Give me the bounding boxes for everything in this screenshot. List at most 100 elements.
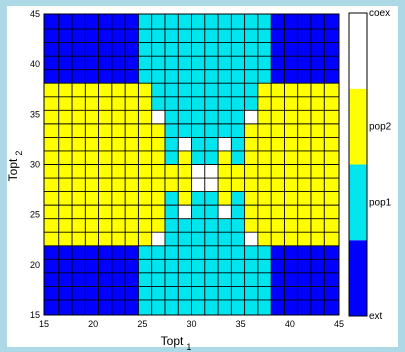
heatmap-cell	[324, 42, 339, 57]
heatmap-cell	[218, 164, 232, 179]
heatmap-cell	[125, 96, 139, 111]
heatmap-cell	[138, 272, 152, 287]
heatmap-cell	[284, 218, 298, 233]
heatmap-cell	[310, 286, 325, 300]
heatmap-cell	[178, 178, 192, 192]
heatmap-cell	[164, 218, 179, 233]
x-tick-label: 15	[39, 319, 49, 329]
heatmap-cell	[178, 42, 192, 57]
heatmap-cell	[204, 110, 219, 124]
heatmap-cell	[244, 299, 258, 315]
heatmap-cell	[297, 123, 311, 138]
heatmap-cell	[138, 110, 152, 124]
heatmap-cell	[98, 42, 112, 57]
heatmap-cell	[257, 96, 272, 111]
heatmap-cell	[138, 299, 152, 315]
heatmap-cell	[244, 164, 258, 179]
colorbar-frame	[348, 12, 368, 317]
heatmap-cell	[231, 137, 245, 151]
heatmap-cell	[125, 123, 139, 138]
heatmap-cell	[284, 286, 298, 300]
heatmap-cell	[178, 286, 192, 300]
heatmap-cell	[244, 83, 258, 97]
heatmap-cell	[204, 123, 219, 138]
heatmap-cell	[231, 178, 245, 192]
heatmap-cell	[324, 191, 339, 206]
heatmap-cell	[178, 110, 192, 124]
heatmap-cell	[85, 96, 99, 111]
heatmap-cell	[231, 14, 245, 30]
heatmap-cell	[178, 205, 192, 219]
heatmap-cell	[151, 286, 165, 300]
colorbar-segment	[349, 88, 367, 165]
heatmap-cell	[72, 164, 86, 179]
heatmap-cell	[231, 205, 245, 219]
heatmap-cell	[231, 56, 245, 70]
heatmap-cell	[111, 69, 126, 84]
heatmap-cell	[271, 56, 285, 70]
heatmap-cell	[44, 191, 59, 206]
heatmap-cell	[58, 69, 73, 84]
heatmap-cell	[218, 191, 232, 206]
heatmap-cell	[58, 150, 73, 165]
heatmap-cell	[111, 272, 126, 287]
heatmap-cell	[324, 96, 339, 111]
heatmap-cell	[164, 29, 179, 43]
heatmap-cell	[244, 150, 258, 165]
heatmap-cell	[218, 299, 232, 315]
tick-labels: 15 20 25 30 35 40 45 15 20 25 30 35 40 45	[30, 9, 344, 329]
heatmap-cell	[164, 150, 179, 165]
heatmap-cell	[244, 56, 258, 70]
heatmap-cell	[98, 218, 112, 233]
heatmap-cell	[125, 259, 139, 273]
heatmap-cell	[178, 137, 192, 151]
heatmap-cell	[257, 286, 272, 300]
heatmap-cell	[191, 137, 205, 151]
heatmap-cell	[271, 164, 285, 179]
heatmap-cell	[138, 191, 152, 206]
heatmap-cell	[72, 137, 86, 151]
heatmap-cell	[284, 96, 298, 111]
heatmap-cell	[297, 164, 311, 179]
heatmap-cell	[284, 137, 298, 151]
heatmap-cell	[85, 29, 99, 43]
heatmap-cell	[257, 299, 272, 315]
heatmap-cell	[125, 42, 139, 57]
heatmap-cell	[44, 164, 59, 179]
heatmap-cell	[244, 96, 258, 111]
heatmap-cell	[284, 259, 298, 273]
heatmap-cell	[324, 123, 339, 138]
heatmap-cell	[98, 205, 112, 219]
heatmap-cell	[218, 110, 232, 124]
heatmap-cell	[151, 14, 165, 30]
heatmap-cell	[284, 123, 298, 138]
heatmap-cell	[151, 191, 165, 206]
heatmap-cell	[72, 150, 86, 165]
heatmap-cell	[231, 218, 245, 233]
heatmap-cell	[218, 218, 232, 233]
heatmap-cell	[257, 205, 272, 219]
heatmap-cell	[138, 137, 152, 151]
heatmap-cell	[204, 191, 219, 206]
heatmap-cell	[111, 245, 126, 260]
heatmap-cell	[85, 164, 99, 179]
heatmap-cell	[310, 69, 325, 84]
heatmap-cell	[44, 245, 59, 260]
heatmap-cell	[310, 232, 325, 246]
heatmap-cell	[58, 29, 73, 43]
colorbar-segment	[349, 240, 367, 316]
heatmap-cell	[310, 245, 325, 260]
heatmap-cell	[58, 56, 73, 70]
heatmap-cell	[271, 96, 285, 111]
heatmap-cell	[98, 286, 112, 300]
heatmap-cell	[98, 137, 112, 151]
heatmap-cell	[58, 83, 73, 97]
heatmap-cell	[72, 299, 86, 315]
heatmap-cell	[85, 259, 99, 273]
heatmap-cell	[44, 42, 59, 57]
heatmap-cell	[58, 191, 73, 206]
heatmap-cell	[72, 56, 86, 70]
heatmap-cell	[111, 299, 126, 315]
heatmap-cell	[284, 42, 298, 57]
